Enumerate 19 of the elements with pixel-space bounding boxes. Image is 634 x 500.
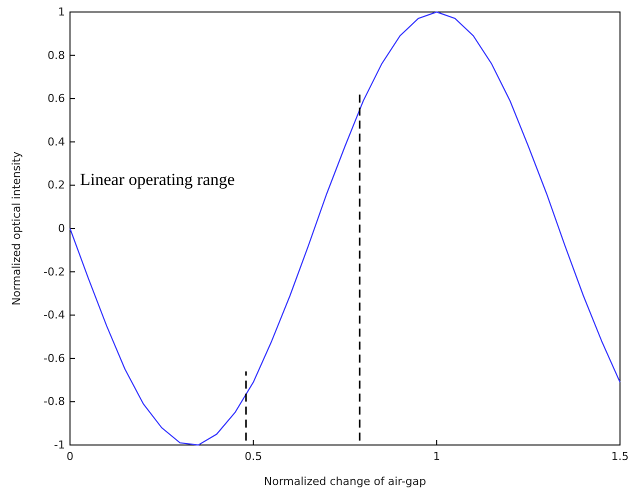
x-tick-label: 0.5: [244, 450, 262, 464]
y-tick-label: 0.4: [48, 135, 65, 148]
line-series: [69, 11, 621, 446]
y-tick-label: 0: [58, 222, 65, 236]
x-tick-label: 1: [433, 450, 440, 464]
y-tick-label: -0.2: [44, 265, 65, 278]
y-tick-label: 0.2: [48, 178, 65, 192]
y-axis-title: Normalized optical intensity: [10, 151, 23, 306]
y-tick-label: 1: [58, 6, 65, 19]
y-tick-label: -0.8: [44, 395, 65, 408]
y-tick-label: 0.6: [48, 92, 65, 106]
y-tick-label: -0.4: [44, 308, 65, 322]
annotation: Linear operating range: [80, 170, 235, 190]
x-axis-title: Normalized change of air-gap: [264, 475, 426, 488]
y-tick-label: -0.6: [44, 352, 65, 365]
x-tick-label: 0: [66, 450, 74, 464]
y-tick-label: -1: [54, 438, 65, 452]
x-tick-label: 1.5: [611, 450, 629, 464]
y-tick-label: 0.8: [48, 48, 65, 62]
